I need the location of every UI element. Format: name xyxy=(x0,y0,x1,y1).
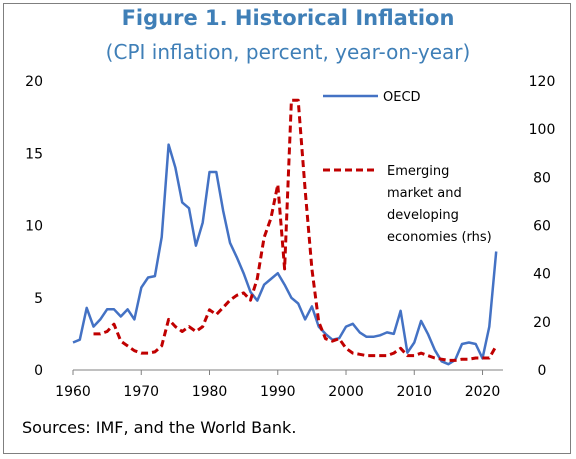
series-lines xyxy=(72,98,498,366)
legend-emde-label: economies (rhs) xyxy=(387,230,492,245)
legend-oecd-label: OECD xyxy=(383,90,421,105)
legend: OECD Emerging market and developing economie… xyxy=(323,90,492,245)
source-note: Sources: IMF, and the World Bank. xyxy=(22,418,297,437)
legend-emde-label: developing xyxy=(387,208,459,223)
x-tick-label: 2010 xyxy=(396,384,432,400)
y-left-tick-label: 0 xyxy=(34,363,43,379)
x-tick-label: 1970 xyxy=(123,384,159,400)
oecd-series-line xyxy=(72,143,498,366)
x-tick-label: 2020 xyxy=(465,384,501,400)
emde-series-line xyxy=(93,98,498,362)
y-right-tick-label: 40 xyxy=(533,267,551,283)
y-right-tick-label: 0 xyxy=(538,363,547,379)
x-tick-label: 1990 xyxy=(260,384,296,400)
x-tick-label: 1980 xyxy=(192,384,228,400)
x-tick-label: 1960 xyxy=(55,384,91,400)
axes: 1960 1970 1980 1990 2000 2010 2020 0 5 10 15 20 0 20 4… xyxy=(25,74,555,400)
chart-title: Figure 1. Historical Inflation xyxy=(121,6,455,30)
y-right-tick-label: 60 xyxy=(533,219,551,235)
chart-subtitle: (CPI inflation, percent, year-on-year) xyxy=(105,40,471,64)
y-left-tick-label: 20 xyxy=(25,74,43,90)
y-right-tick-label: 100 xyxy=(529,122,556,138)
y-right-tick-label: 120 xyxy=(529,74,556,90)
y-left-tick-label: 15 xyxy=(25,146,43,162)
y-right-tick-label: 20 xyxy=(533,315,551,331)
x-tick-label: 2000 xyxy=(328,384,364,400)
y-left-tick-label: 10 xyxy=(25,219,43,235)
y-left-tick-label: 5 xyxy=(34,291,43,307)
y-right-tick-label: 80 xyxy=(533,170,551,186)
legend-emde-label: Emerging xyxy=(387,164,449,179)
legend-emde-label: market and xyxy=(387,186,462,201)
